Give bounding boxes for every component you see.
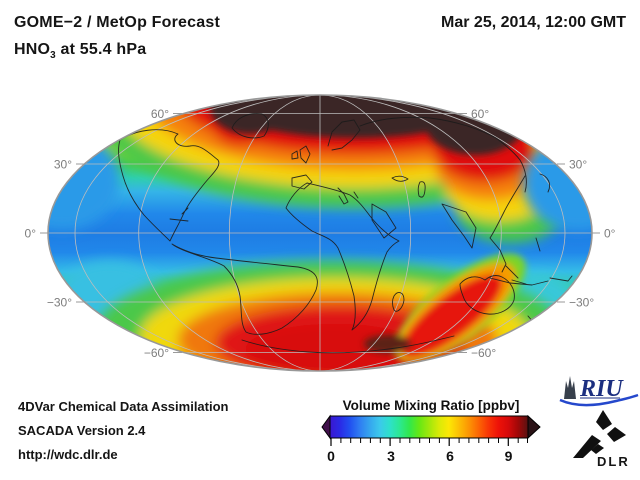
lat-label-right-n30: −30° (569, 296, 594, 310)
graticule (48, 95, 592, 371)
dlr-logo: DLR (573, 410, 630, 469)
lat-label-left-n60: −60° (144, 346, 169, 360)
world-map: 60° 30° 0° −30° −60° 60° 30° 0° −30° −60… (25, 94, 616, 372)
footer-line-1: 4DVar Chemical Data Assimilation (18, 399, 229, 414)
dlr-logo-text: DLR (597, 454, 630, 469)
dlr-emblem-icon (573, 410, 626, 458)
lat-label-right-60: 60° (471, 107, 489, 121)
coast-asia (359, 116, 573, 286)
coast-antarctica (241, 335, 455, 354)
lat-label-left-0: 0° (25, 227, 37, 241)
colorbar-title: Volume Mixing Ratio [ppbv] (342, 398, 520, 413)
timestamp: Mar 25, 2014, 12:00 GMT (441, 14, 626, 31)
south-filament (364, 253, 526, 363)
page-title: GOME−2 / MetOp Forecast (14, 14, 220, 32)
lat-label-right-0: 0° (604, 227, 616, 241)
formula-suffix: at 55.4 hPa (55, 41, 147, 58)
riu-wave-icon (559, 393, 639, 407)
colorbar-minor-ticks (340, 438, 528, 443)
riu-logo: RIU (559, 376, 639, 407)
colorbar: 0 3 6 9 (321, 414, 541, 464)
colorbar-tick-0: 0 (327, 448, 335, 464)
colorbar-tick-6: 6 (446, 448, 454, 464)
lat-label-left-30: 30° (54, 158, 72, 172)
coast-south-america (171, 243, 318, 335)
riu-cathedral-icon (564, 376, 576, 399)
lat-label-right-30: 30° (569, 158, 587, 172)
lat-label-right-n60: −60° (471, 346, 496, 360)
colorbar-tick-3: 3 (387, 448, 395, 464)
lat-labels: 60° 30° 0° −30° −60° 60° 30° 0° −30° −60… (25, 107, 616, 360)
coast-africa (285, 182, 405, 331)
lat-label-left-n30: −30° (47, 296, 72, 310)
formula-subtitle: HNO3 at 55.4 hPa (14, 41, 146, 61)
lat-ticks (40, 113, 600, 353)
colorbar-tick-9: 9 (505, 448, 513, 464)
map-field (48, 95, 592, 371)
colorbar-left-arrow (321, 414, 331, 440)
coast-europe (291, 119, 426, 205)
formula-subscript: 3 (50, 50, 56, 62)
coast-greenland (231, 113, 269, 139)
colorbar-right-arrow (527, 414, 541, 440)
page-title-text: GOME−2 / MetOp Forecast (14, 14, 220, 31)
colorbar-gradient (329, 415, 529, 439)
lat-label-left-60: 60° (151, 107, 169, 121)
footer-url: http://wdc.dlr.de (18, 447, 118, 462)
formula-prefix: HNO (14, 41, 51, 58)
coast-north-america (118, 129, 220, 242)
footer-line-2: SACADA Version 2.4 (18, 423, 146, 438)
colorbar-major-ticks (330, 438, 509, 446)
